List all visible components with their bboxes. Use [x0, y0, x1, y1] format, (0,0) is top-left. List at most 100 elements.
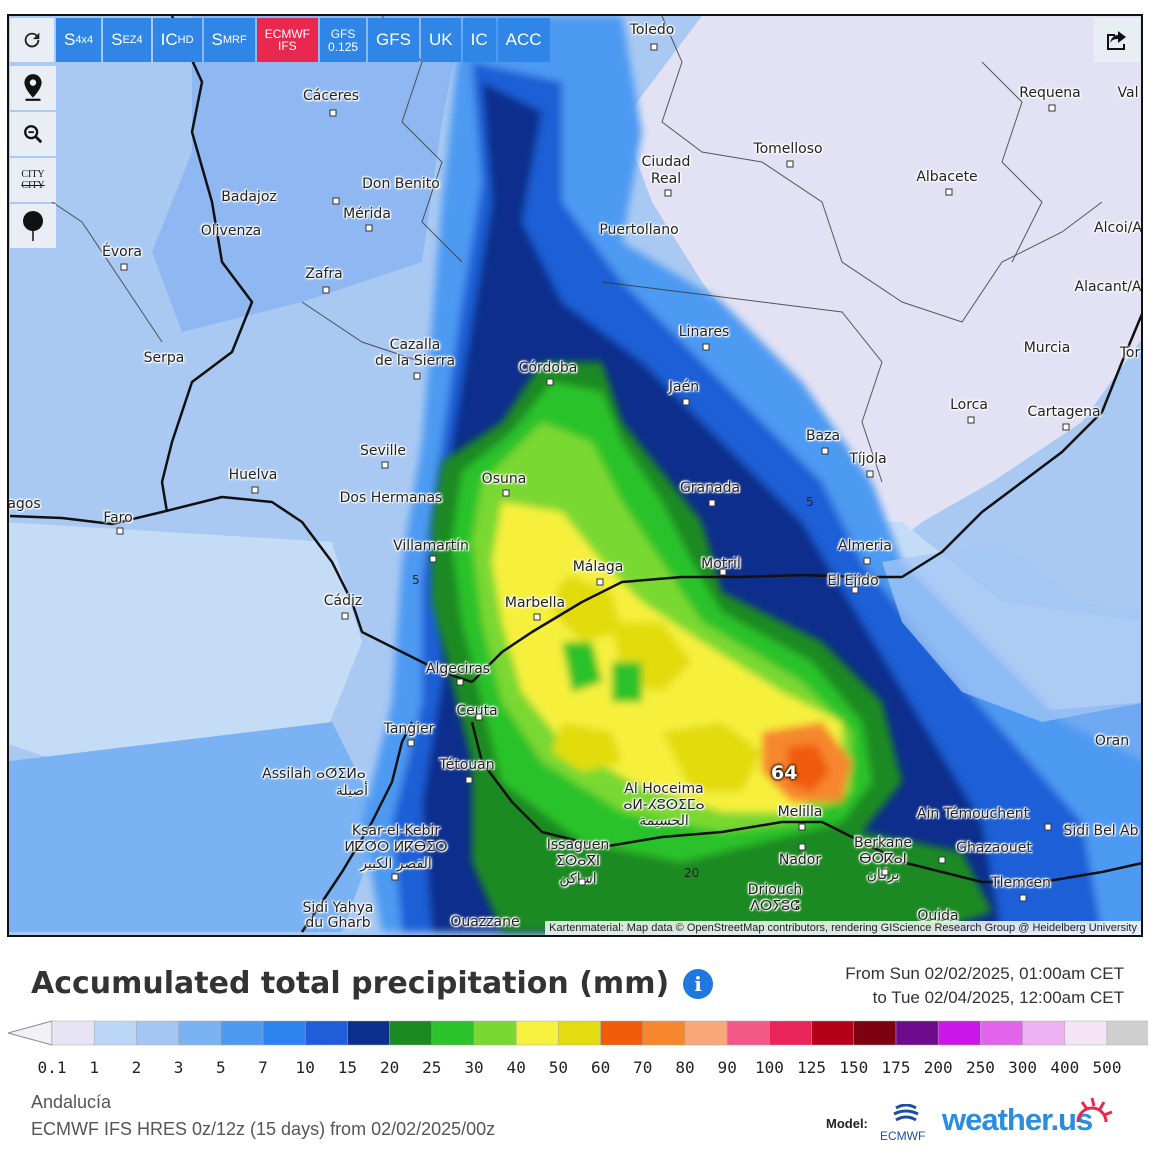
share-button[interactable]	[1094, 18, 1140, 62]
city-label: أصيلة	[335, 783, 369, 799]
scale-tick-label: 3	[173, 1058, 184, 1077]
city-marker	[413, 372, 421, 380]
scale-tick-label: 20	[379, 1058, 400, 1077]
model-toolbar: S 4x4 S EZ4 IC HD S MRF ECMWF IFS GFS 0.125 GFS UK IC A…	[10, 18, 550, 62]
city-marker	[475, 713, 483, 721]
city-label: Ain Témouchent	[916, 806, 1030, 822]
scale-swatch	[937, 1020, 981, 1046]
city-marker	[381, 461, 389, 469]
city-label: Seville	[359, 443, 407, 459]
city-label: Serpa	[143, 350, 185, 366]
city-label: Osuna	[481, 471, 527, 487]
scale-swatch	[980, 1020, 1023, 1046]
city-label: Málaga	[572, 559, 624, 575]
city-marker	[1062, 423, 1070, 431]
city-label: Lorca	[950, 397, 988, 413]
model-main: IC	[470, 30, 488, 49]
city-label: Ciudad	[641, 154, 691, 170]
model-button-s-mrf[interactable]: S MRF	[203, 18, 255, 62]
model-run-info: ECMWF IFS HRES 0z/12z (15 days) from 02/…	[31, 1119, 496, 1139]
scale-swatch	[642, 1020, 686, 1046]
scale-tick-label: 500	[1092, 1058, 1122, 1077]
city-marker	[502, 489, 510, 497]
scale-swatch	[811, 1020, 855, 1046]
city-label: Alacant/A	[1074, 279, 1142, 295]
city-label: Linares	[678, 324, 730, 340]
city-label: Nador	[778, 852, 822, 868]
city-marker	[682, 398, 690, 406]
city-label: الحسيمة	[639, 813, 689, 829]
city-marker	[851, 586, 859, 594]
city-marker	[533, 613, 541, 621]
scale-tick-label: 0.1	[37, 1058, 67, 1077]
contour-value-label: 5	[806, 495, 814, 509]
scale-swatch	[262, 1020, 306, 1046]
scale-swatch	[93, 1020, 137, 1046]
city-marker	[719, 568, 727, 576]
city-marker	[938, 856, 946, 864]
model-buttons: S 4x4 S EZ4 IC HD S MRF ECMWF IFS GFS 0.125 GFS UK IC A…	[56, 18, 550, 62]
scale-swatch	[600, 1020, 644, 1046]
city-label: Villamartín	[393, 538, 469, 554]
scale-swatch	[769, 1020, 812, 1046]
info-icon[interactable]: i	[683, 969, 713, 999]
model-main: S	[211, 30, 223, 49]
weather-us-logo[interactable]: Model: ECMWF weather.us	[826, 1096, 1126, 1146]
scale-tick-label: 10	[295, 1058, 315, 1077]
scale-tick-label: 400	[1050, 1058, 1080, 1077]
city-marker	[546, 378, 554, 386]
scale-tick-label: 1	[89, 1058, 100, 1077]
model-button-ic-hd[interactable]: IC HD	[152, 18, 202, 62]
city-label: de la Sierra	[374, 353, 456, 369]
precipitation-map[interactable]: Toledo Cáceres Requena Val Ciudad Real Tomello…	[7, 14, 1143, 937]
city-label: Sidi Bel Ab	[1063, 823, 1139, 839]
scale-tick-label: 300	[1008, 1058, 1038, 1077]
model-button-ic[interactable]: IC	[462, 18, 496, 62]
city-label: Sidi Yahya	[302, 900, 374, 916]
region-name: Andalucía	[31, 1092, 112, 1112]
model-main: UK	[429, 30, 453, 49]
city-marker	[341, 612, 349, 620]
scale-swatch	[220, 1020, 264, 1046]
scale-swatch	[515, 1020, 559, 1046]
scale-swatch	[1106, 1020, 1148, 1046]
chart-title: Accumulated total precipitation (mm)	[31, 966, 670, 1001]
city-label: Almeria	[838, 538, 892, 554]
zoom-button[interactable]	[10, 112, 56, 156]
marker-button[interactable]	[10, 204, 56, 248]
model-button-gfs-0-125[interactable]: GFS 0.125	[320, 18, 367, 62]
model-button-gfs[interactable]: GFS	[368, 18, 419, 62]
city-label: Toledo	[629, 22, 675, 38]
city-marker	[391, 873, 399, 881]
city-label: Issaguen	[546, 837, 610, 853]
contour-value-label: 20	[684, 866, 700, 880]
city-toggle-button[interactable]: CITY CITY	[10, 158, 56, 202]
city-label: Dos Hermanas	[339, 490, 443, 506]
model-button-uk[interactable]: UK	[421, 18, 461, 62]
location-button[interactable]	[10, 66, 56, 110]
city-marker	[456, 678, 464, 686]
city-label: Algeciras	[425, 661, 491, 677]
city-label: El Ejido	[827, 573, 879, 589]
model-button-acc[interactable]: ACC	[497, 18, 550, 62]
city-marker	[329, 109, 337, 117]
scale-swatch	[304, 1020, 348, 1046]
city-marker	[465, 776, 473, 784]
model-button-s-4x4[interactable]: S 4x4	[56, 18, 102, 62]
scale-tick-label: 150	[839, 1058, 869, 1077]
scale-swatch	[853, 1020, 897, 1046]
city-marker	[596, 578, 604, 586]
refresh-button[interactable]	[10, 18, 54, 62]
city-label: Cazalla	[389, 337, 441, 353]
city-label: ⵉⵙⴰⴳⵏ	[555, 853, 601, 869]
city-marker	[429, 555, 437, 563]
date-from: From Sun 02/02/2025, 01:00am CET	[845, 964, 1124, 983]
scale-swatch	[51, 1020, 95, 1046]
model-main: ACC	[505, 30, 542, 49]
pin-marker-icon	[23, 211, 43, 241]
model-button-s-ez4[interactable]: S EZ4	[103, 18, 151, 62]
model-button-ecmwf-ifs[interactable]: ECMWF IFS	[256, 18, 319, 62]
zoom-icon	[24, 125, 43, 144]
city-label: Berkane	[854, 835, 912, 851]
city-label: Real	[650, 171, 682, 187]
